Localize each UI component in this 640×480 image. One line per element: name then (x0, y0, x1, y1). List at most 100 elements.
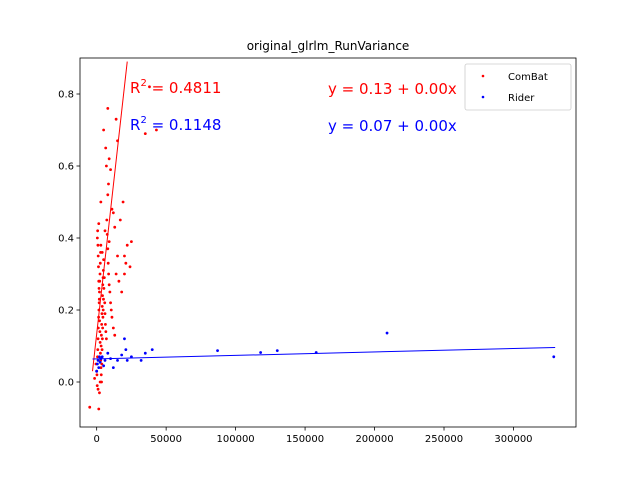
data-point-rider (552, 355, 556, 359)
data-point-rider (109, 357, 112, 360)
data-point-rider (111, 366, 115, 369)
data-point-combat (101, 283, 105, 287)
data-point-combat (104, 146, 108, 150)
legend: ComBat Rider (464, 63, 572, 111)
data-point-combat (121, 200, 125, 204)
data-point-combat (104, 337, 108, 341)
data-point-combat (100, 348, 104, 351)
y-tick-label: 0.0 (58, 378, 74, 389)
data-point-rider (120, 353, 124, 357)
data-point-combat (102, 276, 106, 279)
data-point-combat (93, 377, 96, 380)
data-point-rider (96, 359, 100, 362)
equation-annotation-combat: y = 0.13 + 0.00x (328, 80, 457, 98)
data-point-combat (97, 301, 101, 305)
r2-annotation-rider: R2 = 0.1148 (130, 115, 221, 134)
data-point-combat (97, 297, 101, 301)
data-point-rider (123, 337, 126, 341)
data-point-combat (100, 362, 104, 366)
data-point-combat (98, 272, 102, 276)
data-point-combat (105, 233, 109, 236)
data-point-combat (103, 312, 107, 315)
data-point-combat (96, 387, 100, 391)
data-point-rider (116, 359, 119, 362)
fit-line-combat (92, 61, 128, 372)
data-point-combat (114, 117, 118, 121)
data-point-combat (118, 218, 122, 222)
data-point-combat (143, 132, 147, 136)
data-point-combat (106, 247, 110, 251)
data-point-combat (98, 330, 102, 333)
data-point-combat (107, 182, 110, 186)
data-point-combat (96, 337, 100, 341)
legend-label-rider: Rider (508, 93, 535, 104)
data-point-combat (99, 366, 103, 369)
y-tick-label: 0.6 (58, 162, 74, 173)
x-tick-label: 100000 (217, 434, 255, 445)
data-point-combat (99, 351, 102, 355)
data-point-combat (96, 243, 100, 247)
data-point-rider (125, 359, 129, 362)
data-point-combat (100, 251, 104, 254)
data-point-combat (97, 287, 101, 290)
data-point-combat (102, 297, 105, 301)
data-point-combat (96, 355, 99, 359)
data-point-combat (95, 236, 99, 240)
y-axis-ticks: 0.0 0.2 0.4 0.6 0.8 (58, 90, 80, 389)
data-point-combat (111, 326, 115, 330)
data-point-combat (97, 222, 101, 226)
data-point-combat (102, 287, 106, 290)
data-point-combat (106, 107, 110, 110)
data-point-combat (98, 341, 102, 344)
data-point-rider (95, 362, 99, 366)
data-point-combat (95, 373, 99, 377)
data-point-combat (98, 290, 101, 294)
data-point-rider (103, 359, 107, 362)
data-point-combat (100, 312, 104, 315)
data-point-combat (97, 279, 101, 283)
data-point-combat (155, 128, 158, 132)
data-point-combat (117, 279, 121, 283)
legend-marker-rider (481, 95, 485, 99)
data-point-combat (104, 164, 108, 168)
data-point-combat (99, 243, 103, 247)
legend-box (464, 63, 572, 111)
data-point-rider (275, 349, 279, 353)
data-point-rider (98, 360, 102, 364)
data-point-combat (97, 315, 101, 319)
x-tick-label: 150000 (286, 434, 324, 445)
data-point-combat (107, 157, 111, 161)
data-point-rider (216, 349, 219, 353)
data-point-rider (100, 355, 104, 359)
data-point-rider (124, 348, 128, 351)
data-point-rider (139, 359, 143, 362)
legend-marker-combat (481, 74, 485, 78)
chart-title: original_glrlm_RunVariance (247, 39, 410, 53)
data-point-rider (385, 331, 389, 335)
data-point-combat (106, 193, 110, 197)
data-point-combat (101, 294, 104, 297)
data-point-combat (96, 254, 100, 258)
data-point-combat (101, 308, 105, 312)
data-point-rider (130, 355, 133, 359)
data-point-combat (98, 261, 102, 265)
data-point-combat (96, 326, 100, 330)
data-point-rider (314, 351, 318, 354)
legend-label-combat: ComBat (508, 72, 548, 83)
data-point-rider (150, 348, 154, 351)
data-point-combat (99, 373, 103, 377)
data-point-combat (120, 290, 124, 294)
data-point-combat (98, 391, 101, 395)
y-tick-label: 0.2 (58, 306, 74, 317)
data-point-combat (114, 272, 118, 276)
data-point-combat (110, 207, 114, 211)
data-point-combat (125, 243, 129, 247)
data-point-combat (100, 323, 104, 326)
data-point-combat (128, 265, 132, 269)
data-point-rider (95, 369, 99, 373)
data-point-combat (97, 265, 100, 269)
data-point-combat (113, 225, 117, 229)
data-point-combat (109, 301, 112, 305)
data-point-combat (97, 407, 101, 411)
data-point-combat (105, 218, 109, 222)
